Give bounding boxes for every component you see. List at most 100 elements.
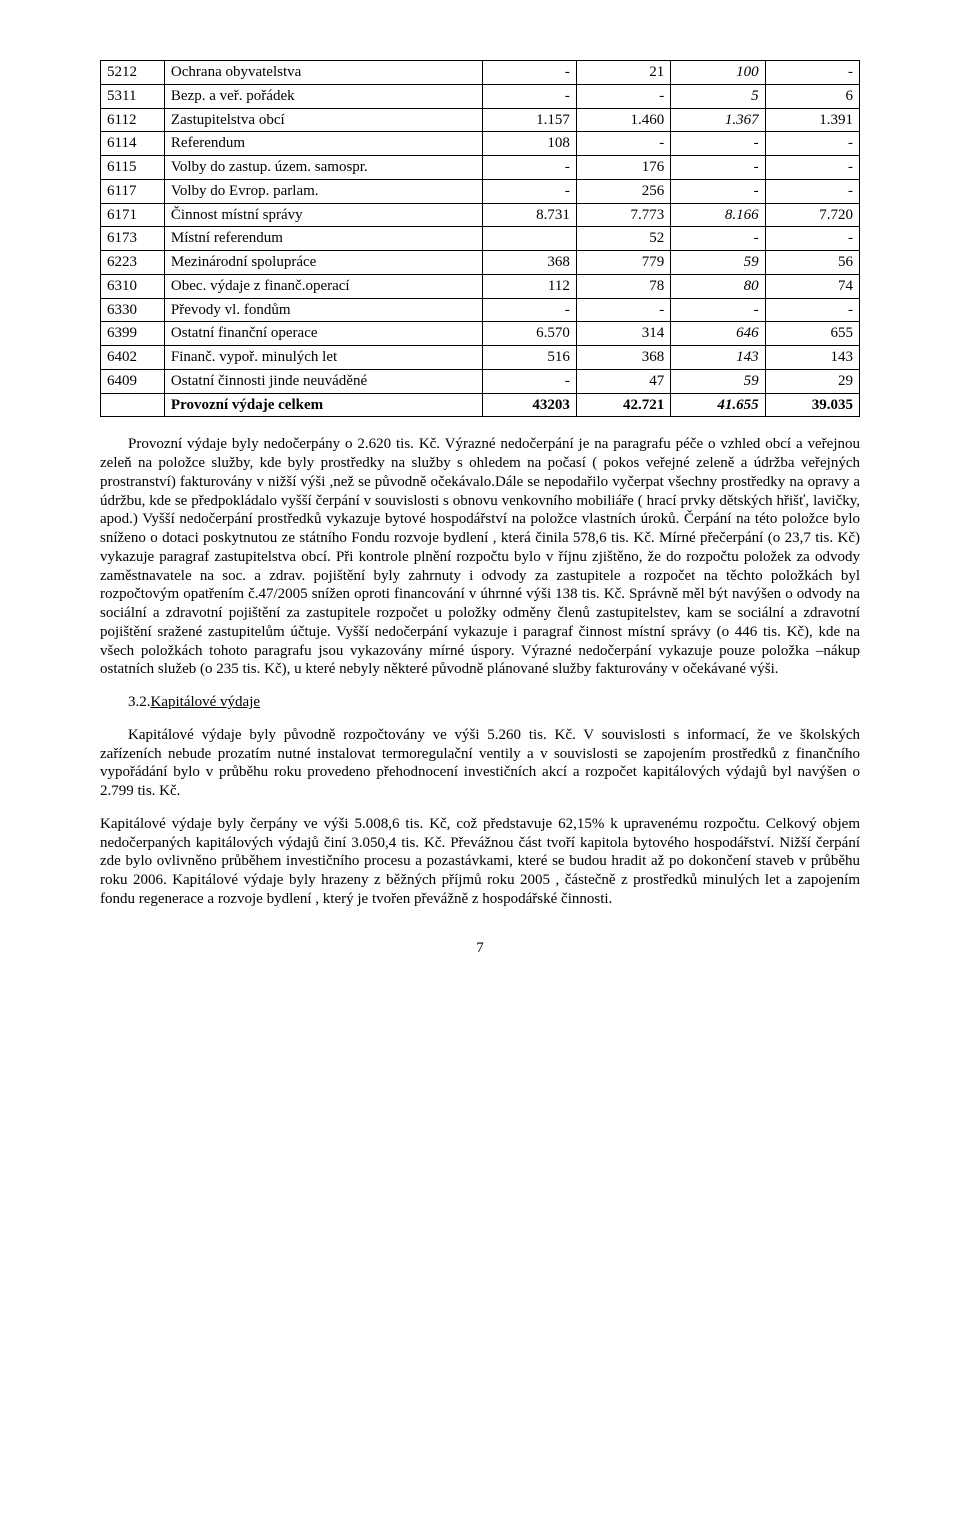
- cell-c3: -: [671, 179, 765, 203]
- cell-code: 6310: [101, 274, 165, 298]
- table-row: 5212Ochrana obyvatelstva-21100-: [101, 61, 860, 85]
- cell-c1: 43203: [482, 393, 576, 417]
- cell-c1: 368: [482, 251, 576, 275]
- cell-name: Provozní výdaje celkem: [164, 393, 482, 417]
- cell-c4: -: [765, 156, 859, 180]
- cell-code: 6171: [101, 203, 165, 227]
- cell-c2: 7.773: [576, 203, 670, 227]
- paragraph-1: Provozní výdaje byly nedočerpány o 2.620…: [100, 435, 860, 679]
- cell-c1: -: [482, 369, 576, 393]
- cell-c2: 1.460: [576, 108, 670, 132]
- cell-c3: -: [671, 132, 765, 156]
- cell-c2: 42.721: [576, 393, 670, 417]
- cell-c3: 5: [671, 84, 765, 108]
- cell-code: 6223: [101, 251, 165, 275]
- cell-code: [101, 393, 165, 417]
- cell-code: 6173: [101, 227, 165, 251]
- cell-c2: 779: [576, 251, 670, 275]
- table-row: 6114Referendum108---: [101, 132, 860, 156]
- cell-name: Ochrana obyvatelstva: [164, 61, 482, 85]
- cell-c2: 78: [576, 274, 670, 298]
- table-row: 6409Ostatní činnosti jinde neuváděné-475…: [101, 369, 860, 393]
- cell-code: 6117: [101, 179, 165, 203]
- cell-name: Mezinárodní spolupráce: [164, 251, 482, 275]
- cell-c2: 21: [576, 61, 670, 85]
- cell-name: Ostatní finanční operace: [164, 322, 482, 346]
- cell-c4: 1.391: [765, 108, 859, 132]
- page-number: 7: [100, 939, 860, 958]
- cell-c3: 80: [671, 274, 765, 298]
- cell-c1: [482, 227, 576, 251]
- cell-code: 6112: [101, 108, 165, 132]
- cell-c3: 100: [671, 61, 765, 85]
- table-row: 6171Činnost místní správy8.7317.7738.166…: [101, 203, 860, 227]
- cell-c1: -: [482, 298, 576, 322]
- cell-code: 6399: [101, 322, 165, 346]
- table-row: 6173Místní referendum52--: [101, 227, 860, 251]
- paragraph-3: Kapitálové výdaje byly čerpány ve výši 5…: [100, 815, 860, 909]
- table-row: 6330Převody vl. fondům----: [101, 298, 860, 322]
- cell-c2: 256: [576, 179, 670, 203]
- cell-c4: 74: [765, 274, 859, 298]
- cell-c2: 52: [576, 227, 670, 251]
- cell-c2: -: [576, 298, 670, 322]
- cell-code: 5212: [101, 61, 165, 85]
- cell-c4: 655: [765, 322, 859, 346]
- table-row: 6117Volby do Evrop. parlam.-256--: [101, 179, 860, 203]
- cell-c4: 7.720: [765, 203, 859, 227]
- cell-c4: -: [765, 298, 859, 322]
- cell-name: Volby do zastup. územ. samospr.: [164, 156, 482, 180]
- table-row: 6112Zastupitelstva obcí1.1571.4601.3671.…: [101, 108, 860, 132]
- cell-name: Převody vl. fondům: [164, 298, 482, 322]
- cell-c4: 39.035: [765, 393, 859, 417]
- cell-c1: 1.157: [482, 108, 576, 132]
- cell-c4: -: [765, 61, 859, 85]
- section-number: 3.2.: [128, 694, 151, 710]
- cell-c4: 56: [765, 251, 859, 275]
- cell-name: Ostatní činnosti jinde neuváděné: [164, 369, 482, 393]
- cell-c4: 6: [765, 84, 859, 108]
- budget-table: 5212Ochrana obyvatelstva-21100-5311Bezp.…: [100, 60, 860, 417]
- table-row: 6402Finanč. vypoř. minulých let516368143…: [101, 346, 860, 370]
- cell-name: Volby do Evrop. parlam.: [164, 179, 482, 203]
- cell-c2: -: [576, 84, 670, 108]
- cell-name: Referendum: [164, 132, 482, 156]
- cell-c1: 6.570: [482, 322, 576, 346]
- cell-c2: 368: [576, 346, 670, 370]
- cell-c1: 8.731: [482, 203, 576, 227]
- cell-code: 6402: [101, 346, 165, 370]
- cell-c2: 314: [576, 322, 670, 346]
- table-row: 5311Bezp. a veř. pořádek--56: [101, 84, 860, 108]
- cell-c1: 112: [482, 274, 576, 298]
- cell-code: 6409: [101, 369, 165, 393]
- cell-name: Bezp. a veř. pořádek: [164, 84, 482, 108]
- cell-c1: -: [482, 61, 576, 85]
- cell-c3: -: [671, 298, 765, 322]
- cell-c3: -: [671, 227, 765, 251]
- cell-name: Zastupitelstva obcí: [164, 108, 482, 132]
- cell-c3: 143: [671, 346, 765, 370]
- cell-name: Činnost místní správy: [164, 203, 482, 227]
- cell-c4: -: [765, 227, 859, 251]
- cell-code: 6115: [101, 156, 165, 180]
- section-title: Kapitálové výdaje: [151, 694, 261, 710]
- cell-code: 5311: [101, 84, 165, 108]
- cell-c2: 47: [576, 369, 670, 393]
- table-row: 6115Volby do zastup. územ. samospr.-176-…: [101, 156, 860, 180]
- section-heading: 3.2.Kapitálové výdaje: [100, 693, 860, 712]
- table-row: 6310Obec. výdaje z finanč.operací1127880…: [101, 274, 860, 298]
- cell-c2: -: [576, 132, 670, 156]
- cell-c3: -: [671, 156, 765, 180]
- cell-c4: -: [765, 179, 859, 203]
- table-row: 6223Mezinárodní spolupráce3687795956: [101, 251, 860, 275]
- cell-c4: -: [765, 132, 859, 156]
- cell-c2: 176: [576, 156, 670, 180]
- cell-c1: -: [482, 84, 576, 108]
- cell-code: 6114: [101, 132, 165, 156]
- cell-c4: 29: [765, 369, 859, 393]
- table-total-row: Provozní výdaje celkem4320342.72141.6553…: [101, 393, 860, 417]
- cell-c1: 108: [482, 132, 576, 156]
- cell-c1: -: [482, 179, 576, 203]
- cell-c3: 8.166: [671, 203, 765, 227]
- cell-name: Obec. výdaje z finanč.operací: [164, 274, 482, 298]
